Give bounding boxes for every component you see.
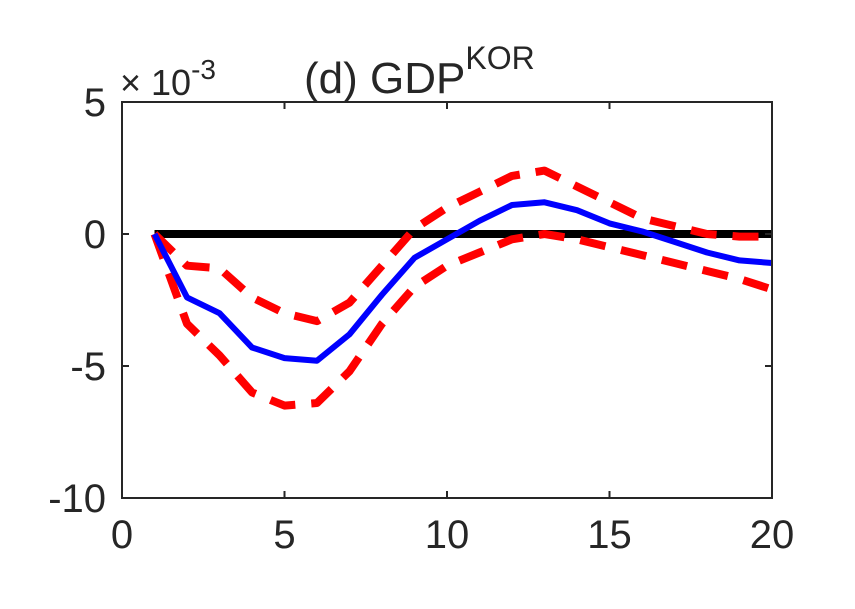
y-tick-label: 5 xyxy=(84,81,106,125)
y-tick-label: -5 xyxy=(70,345,106,389)
x-tick-label: 20 xyxy=(750,513,795,557)
x-tick-label: 5 xyxy=(273,513,295,557)
exponent-power: -3 xyxy=(191,54,216,85)
series-line-lower-band xyxy=(150,230,774,410)
plot-lines xyxy=(150,166,774,410)
exponent-label: × 10-3 xyxy=(120,54,216,103)
y-tick-label: -10 xyxy=(48,477,106,521)
x-tick-label: 0 xyxy=(111,513,133,557)
y-tick-label: 0 xyxy=(84,213,106,257)
x-tick-label: 15 xyxy=(587,513,632,557)
chart-title: (d) GDPKOR xyxy=(304,40,535,103)
series-line-upper-band xyxy=(151,166,772,326)
x-tick-label: 10 xyxy=(425,513,470,557)
chart-title-superscript: KOR xyxy=(465,40,534,76)
exponent-prefix: × 10 xyxy=(120,62,191,103)
chart-title-main: (d) GDP xyxy=(304,54,465,103)
y-axis: 5 0 -5 -10 xyxy=(48,81,772,521)
x-axis: 0 5 10 15 20 xyxy=(111,102,794,557)
axes-box xyxy=(121,101,773,499)
series-line-median xyxy=(151,199,773,364)
